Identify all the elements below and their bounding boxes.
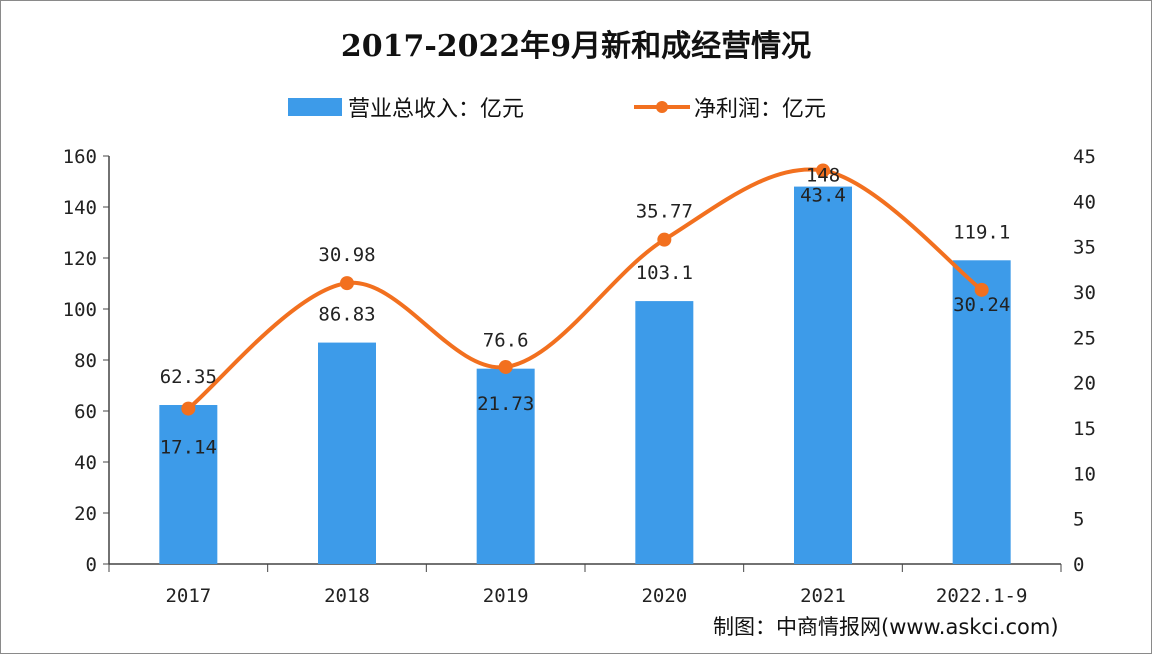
x-tick-label: 2017 xyxy=(165,585,211,607)
bar-revenue xyxy=(476,368,535,564)
point-net-profit xyxy=(340,276,354,291)
bar-revenue xyxy=(952,260,1011,564)
right-tick-label: 5 xyxy=(1073,509,1084,531)
left-tick-label: 160 xyxy=(63,146,97,168)
data-label-revenue: 148 xyxy=(806,165,840,187)
data-label-revenue: 62.35 xyxy=(160,366,217,388)
legend-revenue: 营业总收入：亿元 xyxy=(288,91,524,123)
point-net-profit xyxy=(498,359,513,374)
bar-revenue xyxy=(794,186,852,564)
right-tick-label: 40 xyxy=(1073,191,1096,213)
point-net-profit xyxy=(816,163,830,178)
right-tick-label: 15 xyxy=(1073,418,1096,440)
left-tick-label: 20 xyxy=(74,503,97,525)
left-tick-label: 140 xyxy=(63,197,97,219)
x-tick-label: 2021 xyxy=(800,585,846,607)
legend-revenue-label: 营业总收入：亿元 xyxy=(348,97,525,122)
right-tick-label: 20 xyxy=(1073,373,1096,395)
data-label-net-profit: 43.4 xyxy=(800,185,846,207)
left-tick-label: 120 xyxy=(63,248,97,270)
data-label-revenue: 86.83 xyxy=(318,304,375,326)
bar-revenue xyxy=(318,342,376,564)
legend-bar-swatch xyxy=(288,98,342,116)
x-tick-label: 2022.1-9 xyxy=(936,585,1028,607)
legend-profit: 净利润：亿元 xyxy=(634,91,826,123)
right-tick-label: 35 xyxy=(1073,237,1096,259)
bar-revenue xyxy=(635,301,694,564)
chart-title: 2017-2022年9月新和成经营情况 xyxy=(340,29,812,64)
right-tick-label: 10 xyxy=(1073,463,1096,485)
left-tick-label: 0 xyxy=(86,554,97,576)
data-label-revenue: 119.1 xyxy=(953,221,1010,243)
data-label-revenue: 76.6 xyxy=(483,330,529,352)
left-tick-label: 60 xyxy=(74,401,97,423)
left-tick-label: 100 xyxy=(63,299,97,321)
data-label-net-profit: 30.24 xyxy=(953,294,1010,316)
point-net-profit xyxy=(974,282,989,297)
line-net-profit xyxy=(187,167,983,411)
data-label-net-profit: 21.73 xyxy=(477,393,534,415)
point-net-profit xyxy=(657,232,672,247)
right-tick-label: 45 xyxy=(1073,146,1096,168)
source-credit: 制图：中商情报网(www.askci.com) xyxy=(713,615,1059,639)
data-label-net-profit: 17.14 xyxy=(160,437,217,459)
right-tick-label: 0 xyxy=(1073,554,1084,576)
legend-line-swatch xyxy=(634,101,690,113)
right-tick-label: 25 xyxy=(1073,327,1096,349)
legend-profit-label: 净利润：亿元 xyxy=(694,97,827,122)
bar-revenue xyxy=(159,405,218,564)
left-tick-label: 40 xyxy=(74,452,97,474)
x-tick-label: 2019 xyxy=(483,585,529,607)
data-label-net-profit: 35.77 xyxy=(636,201,693,223)
data-label-net-profit: 30.98 xyxy=(318,244,375,266)
left-tick-label: 80 xyxy=(74,350,97,372)
x-tick-label: 2020 xyxy=(641,585,687,607)
data-label-revenue: 103.1 xyxy=(636,262,693,284)
x-tick-label: 2018 xyxy=(324,585,370,607)
point-net-profit xyxy=(181,401,196,416)
right-tick-label: 30 xyxy=(1073,282,1096,304)
